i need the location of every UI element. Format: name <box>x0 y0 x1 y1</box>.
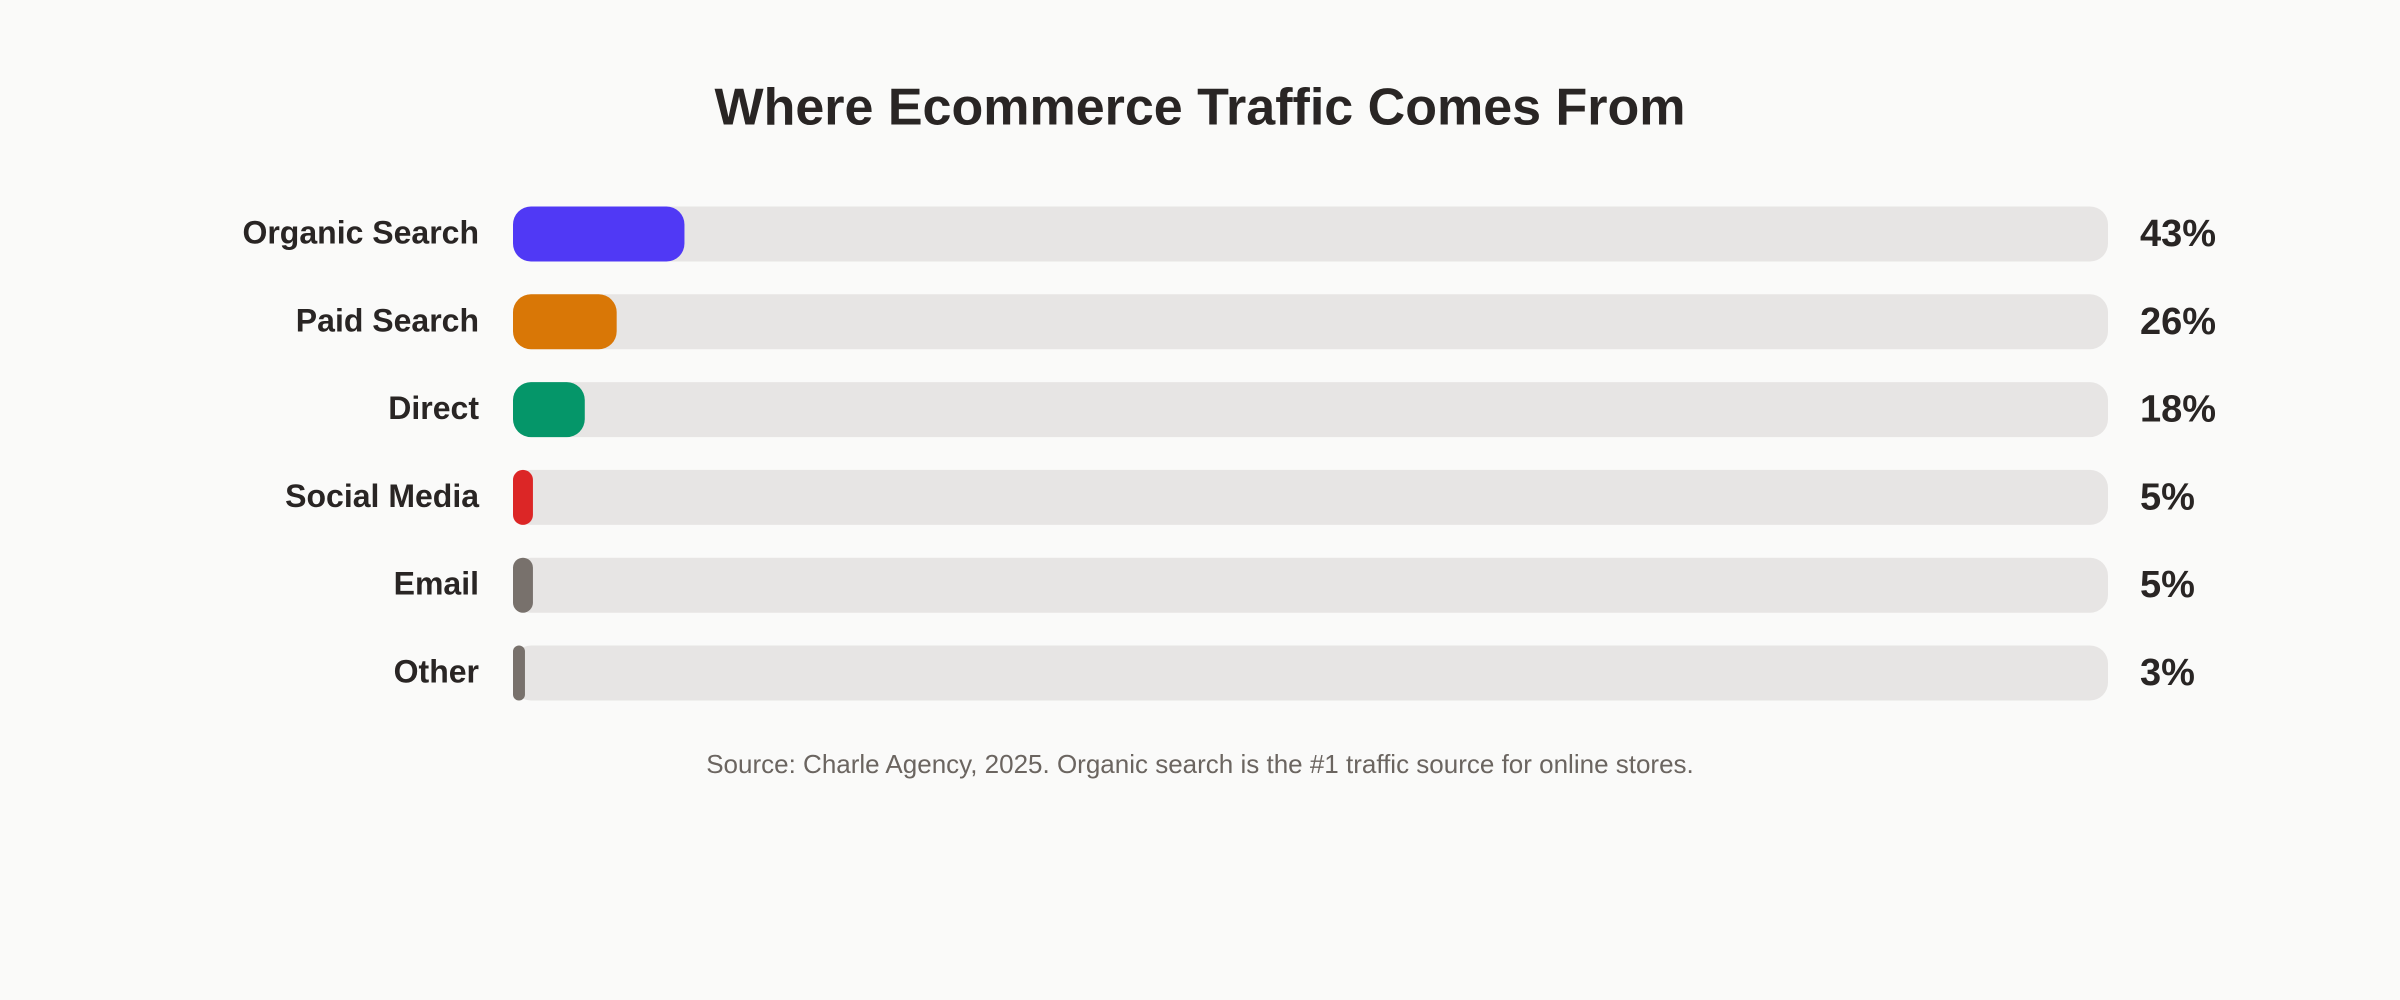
source-note: Source: Charle Agency, 2025. Organic sea… <box>706 749 1694 779</box>
category-label: Social Media <box>285 478 479 514</box>
category-label: Paid Search <box>296 302 479 338</box>
bar-track <box>513 645 2108 701</box>
bar <box>513 206 685 262</box>
value-label: 5% <box>2140 476 2195 518</box>
bar <box>513 294 617 350</box>
value-label: 18% <box>2140 389 2216 431</box>
bar-track <box>513 557 2108 613</box>
value-label: 5% <box>2140 564 2195 606</box>
category-label: Organic Search <box>242 214 479 250</box>
bar-track <box>513 382 2108 438</box>
bar-track <box>513 469 2108 525</box>
value-label: 3% <box>2140 652 2195 694</box>
category-label: Email <box>394 566 479 602</box>
bar <box>513 469 533 525</box>
bar <box>513 645 525 701</box>
category-label: Other <box>394 653 479 689</box>
bar <box>513 557 533 613</box>
value-label: 43% <box>2140 213 2216 255</box>
value-label: 26% <box>2140 301 2216 343</box>
chart-title: Where Ecommerce Traffic Comes From <box>715 79 1686 137</box>
category-label: Direct <box>388 390 479 426</box>
bar-track <box>513 294 2108 350</box>
bar <box>513 382 585 438</box>
bar-track <box>513 206 2108 262</box>
